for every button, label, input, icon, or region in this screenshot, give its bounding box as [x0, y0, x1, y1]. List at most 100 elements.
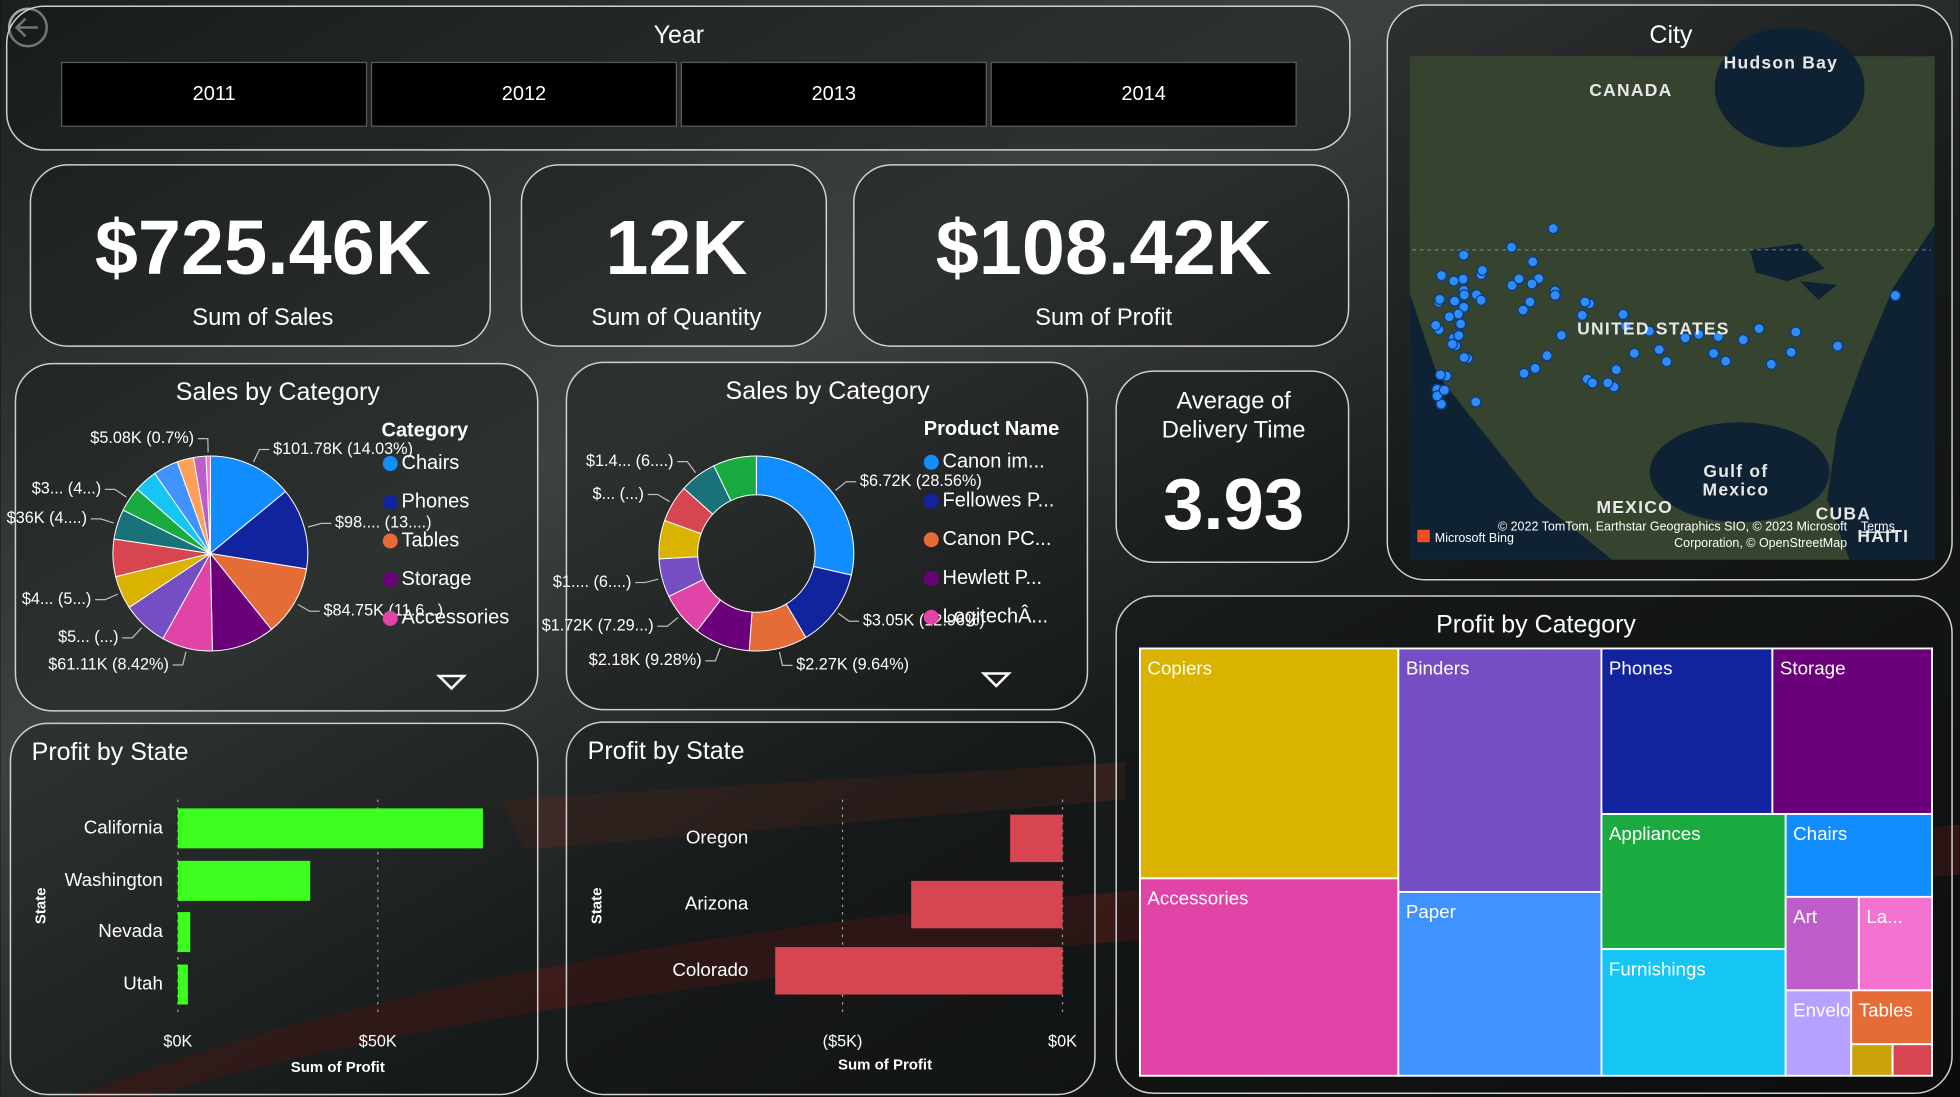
- treemap-tile[interactable]: [1138, 647, 1400, 880]
- bar[interactable]: [1010, 814, 1063, 863]
- legend-marker[interactable]: [382, 533, 398, 549]
- legend-marker[interactable]: [923, 609, 939, 625]
- treemap-tile[interactable]: [1850, 1043, 1894, 1077]
- tile-label: La...: [1866, 906, 1902, 927]
- slicer-option[interactable]: 2014: [1121, 83, 1165, 105]
- treemap-tile[interactable]: [1850, 989, 1934, 1046]
- bing-logo: [1417, 529, 1430, 543]
- legend-marker[interactable]: [923, 570, 939, 586]
- treemap-tile[interactable]: [1857, 895, 1934, 992]
- data-label: $98.... (13....): [335, 514, 432, 532]
- x-axis-title: Sum of Profit: [291, 1059, 385, 1076]
- data-label: $... (...): [593, 485, 644, 503]
- tile-label: Art: [1793, 906, 1818, 927]
- chart-panel: [9, 722, 539, 1096]
- bar[interactable]: [177, 860, 311, 901]
- bar[interactable]: [177, 964, 188, 1005]
- map-water: [1749, 243, 1825, 282]
- map[interactable]: Hudson Bay CANADA UNITED STATES Gulf of …: [1409, 27, 1935, 560]
- slicer-buttons: 2011 2012 2013 2014: [61, 61, 1297, 127]
- legend-marker[interactable]: [923, 454, 939, 470]
- slicer-button[interactable]: [61, 61, 368, 127]
- legend-label[interactable]: Storage: [402, 568, 472, 590]
- data-label: $3... (4...): [32, 480, 101, 498]
- back-button[interactable]: [7, 7, 48, 48]
- y-tick-label: Utah: [123, 973, 163, 994]
- leader-line: [95, 593, 118, 601]
- data-label: $1.4... (6....): [586, 452, 674, 470]
- map-label: UNITED STATES: [1577, 318, 1730, 338]
- map-water: [1827, 224, 1935, 560]
- slice[interactable]: [755, 455, 855, 576]
- city-point: [1529, 362, 1541, 374]
- legend-label[interactable]: Phones: [402, 491, 470, 513]
- map-label: HAITI: [1857, 526, 1909, 546]
- slice[interactable]: [209, 455, 287, 555]
- treemap-tile[interactable]: [1784, 813, 1934, 898]
- treemap-tile[interactable]: [1138, 877, 1400, 1077]
- map-terms[interactable]: Terms: [1861, 520, 1895, 534]
- legend-label[interactable]: Canon im...: [943, 451, 1045, 473]
- slicer-option[interactable]: 2013: [812, 83, 856, 105]
- city-point: [1628, 347, 1640, 359]
- y-axis-title: State: [589, 888, 606, 925]
- scroll-arrow[interactable]: [435, 674, 468, 691]
- treemap-tile[interactable]: [1600, 647, 1774, 815]
- treemap-tile[interactable]: [1891, 1043, 1934, 1077]
- legend-label[interactable]: Accessories: [402, 607, 510, 629]
- slicer-button[interactable]: [370, 61, 678, 127]
- treemap-tile[interactable]: [1397, 647, 1603, 893]
- legend-marker[interactable]: [923, 532, 939, 548]
- bar[interactable]: [911, 880, 1063, 929]
- y-tick-label: Washington: [65, 869, 163, 890]
- leader-line: [90, 518, 115, 524]
- legend-label[interactable]: Tables: [402, 529, 460, 551]
- city-point: [1505, 241, 1518, 253]
- city-point: [1476, 264, 1488, 276]
- slicer-option[interactable]: 2011: [193, 83, 236, 105]
- bar[interactable]: [177, 912, 191, 953]
- card-panel: [29, 164, 491, 347]
- legend-label[interactable]: Canon PC...: [943, 528, 1052, 550]
- bar[interactable]: [177, 808, 483, 849]
- card-title: Average of: [1176, 389, 1291, 415]
- leader-line: [647, 493, 670, 503]
- city-point: [1453, 329, 1465, 342]
- legend-marker[interactable]: [382, 456, 398, 472]
- treemap-tile[interactable]: [1600, 813, 1787, 951]
- slicer-button[interactable]: [680, 61, 987, 127]
- leader-line: [307, 522, 332, 528]
- slice[interactable]: [713, 455, 757, 502]
- city-point: [1518, 367, 1530, 380]
- y-tick-label: Arizona: [685, 893, 749, 914]
- scroll-arrow[interactable]: [980, 672, 1012, 688]
- legend-marker[interactable]: [382, 610, 398, 626]
- city-point: [1602, 377, 1614, 389]
- legend-label[interactable]: LogitechÂ...: [943, 604, 1049, 627]
- card-label: Sum of Profit: [1035, 305, 1172, 331]
- legend-label[interactable]: Hewlett P...: [943, 567, 1043, 589]
- legend-label[interactable]: Fellowes P...: [943, 489, 1055, 511]
- slicer-option[interactable]: 2012: [502, 83, 546, 105]
- city-point: [1470, 396, 1482, 408]
- city-point: [1455, 318, 1467, 330]
- card-value: 12K: [605, 205, 747, 291]
- treemap-tile[interactable]: [1771, 647, 1934, 815]
- slice[interactable]: [209, 552, 308, 631]
- bar[interactable]: [775, 947, 1063, 995]
- slicer-button[interactable]: [990, 61, 1297, 127]
- tile-label: Paper: [1406, 901, 1456, 922]
- treemap-tile[interactable]: [1784, 989, 1853, 1077]
- treemap-tile[interactable]: [1784, 895, 1860, 992]
- slice[interactable]: [205, 455, 211, 554]
- legend-label[interactable]: Chairs: [402, 452, 460, 474]
- legend-marker[interactable]: [382, 572, 398, 588]
- treemap-tile[interactable]: [1600, 948, 1787, 1077]
- slice[interactable]: [209, 490, 309, 570]
- map-label: Mexico: [1703, 480, 1770, 500]
- treemap-tile[interactable]: [1397, 891, 1603, 1077]
- legend-marker[interactable]: [923, 493, 939, 509]
- leader-line: [635, 578, 659, 584]
- legend-marker[interactable]: [382, 494, 398, 510]
